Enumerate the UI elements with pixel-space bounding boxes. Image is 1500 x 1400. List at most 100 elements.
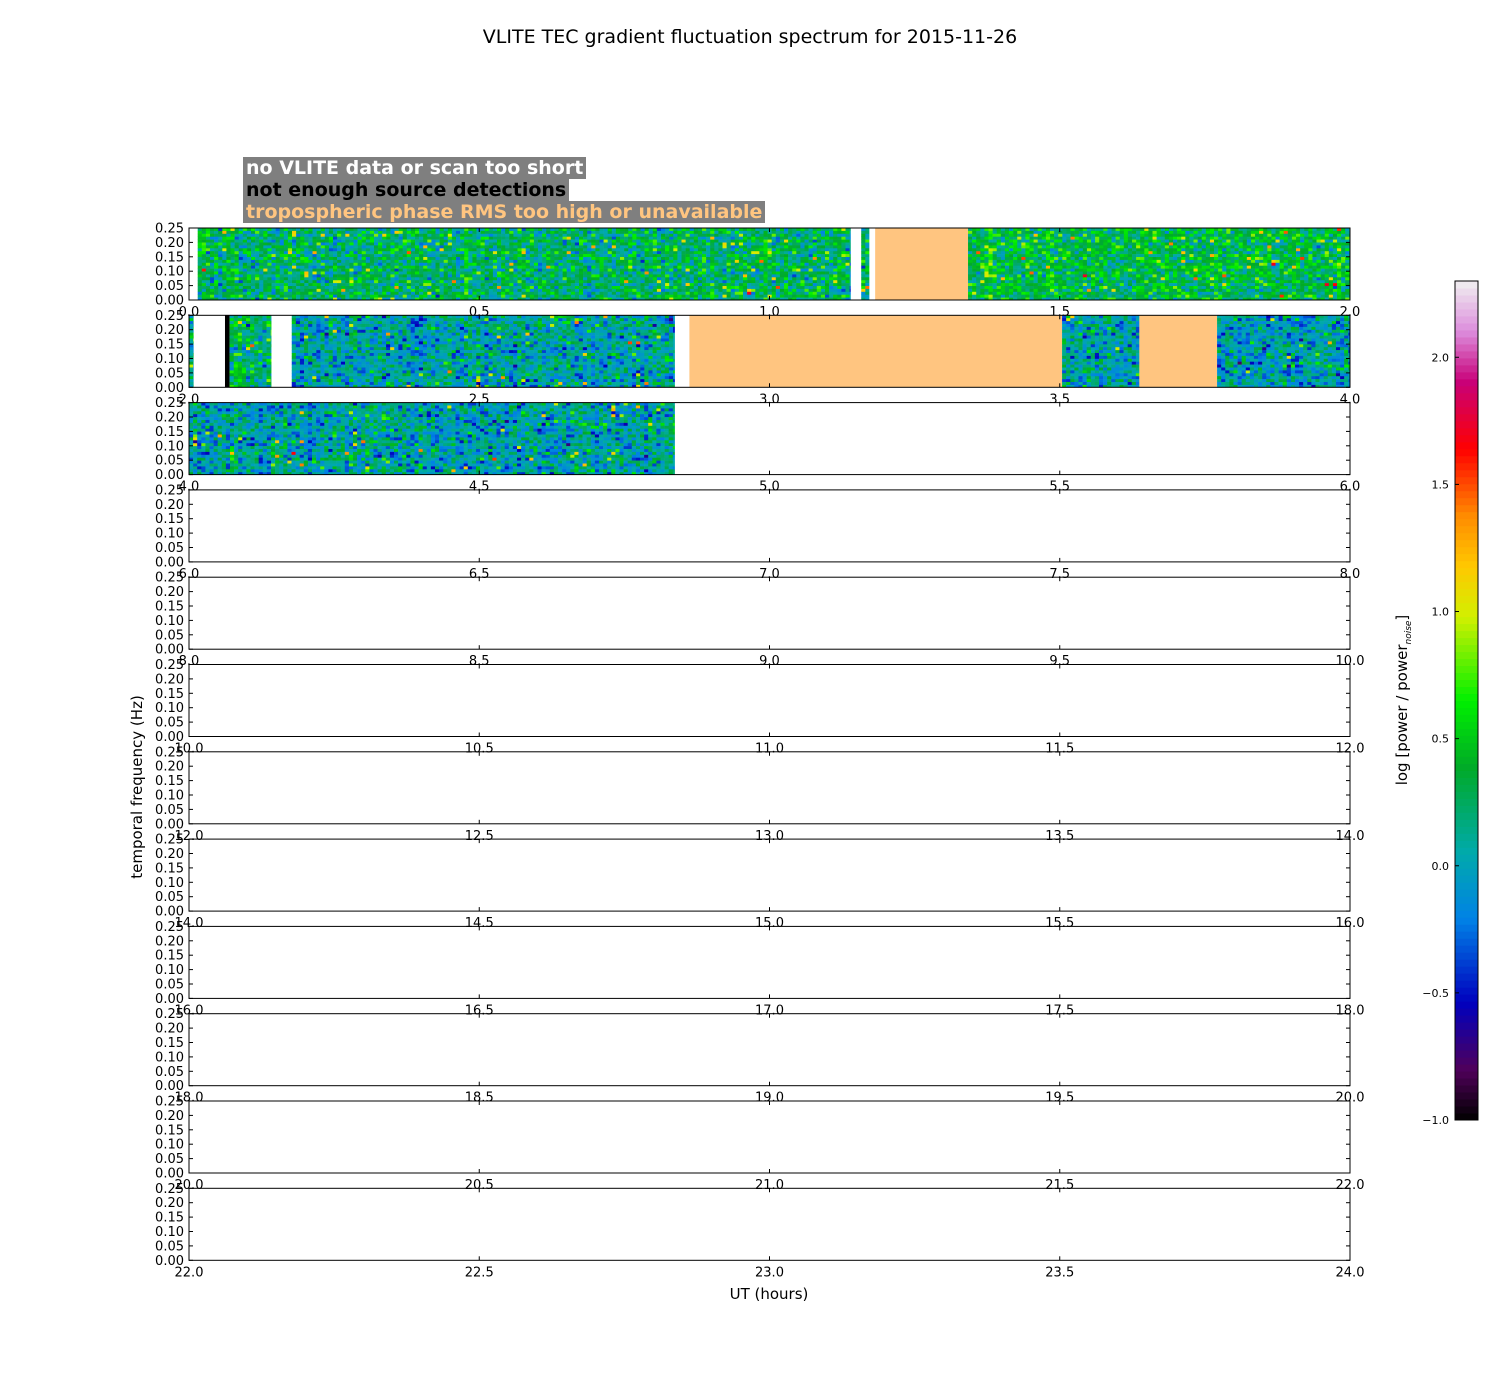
spectrum-cell [984,265,989,269]
spectrum-cell [222,265,227,269]
spectrum-cell [722,291,727,295]
spectrum-cell [710,228,715,232]
spectrum-cell [312,294,317,298]
spectrum-cell [788,228,793,232]
spectrum-cell [1062,274,1067,278]
spectrum-cell [615,228,621,232]
spectrum-cell [644,236,650,240]
spectrum-cell [1095,230,1100,235]
spectrum-cell [1058,242,1063,246]
spectrum-cell [743,259,748,264]
spectrum-cell [861,291,866,295]
spectrum-cell [792,288,797,293]
spectrum-cell [587,254,592,258]
spectrum-cell [378,230,383,235]
spectrum-cell [632,233,637,237]
spectrum-cell [538,236,543,240]
spectrum-cell [398,251,404,255]
spectrum-cell [1111,274,1116,278]
spectrum-cell [492,230,498,235]
spectrum-cell [681,291,686,295]
spectrum-cell [427,259,432,264]
spectrum-cell [570,268,576,272]
spectrum-cell [525,228,531,232]
spectrum-cell [656,259,662,264]
spectrum-cell [775,294,781,298]
spectrum-cell [1115,265,1121,269]
spectrum-cell [472,245,477,249]
spectrum-cell [328,233,334,237]
spectrum-cell [1004,254,1010,258]
spectrum-cell [685,262,691,266]
spectrum-cell [300,242,305,246]
spectrum-cell [382,236,387,240]
spectrum-cell [804,245,809,249]
spectrum-cell [734,291,740,295]
spectrum-cell [550,262,555,266]
spectrum-cell [587,297,592,301]
spectrum-cell [1091,265,1096,269]
spectrum-cell [242,254,248,258]
spectrum-cell [628,294,633,298]
spectrum-cell [398,271,404,275]
spectrum-cell [234,280,240,284]
spectrum-cell [283,294,289,298]
spectrum-cell [279,239,285,243]
spectrum-cell [988,248,993,252]
spectrum-cell [443,254,449,258]
spectrum-cell [255,294,260,298]
spectrum-cell [1086,268,1092,272]
spectrum-cell [513,257,518,261]
spectrum-cell [730,251,736,255]
spectrum-cell [234,265,240,269]
spectrum-cell [259,259,264,264]
spectrum-cell [816,259,822,264]
spectrum-cell [533,297,539,301]
spectrum-cell [431,239,436,243]
spectrum-cell [1078,257,1084,261]
spectrum-cell [263,271,268,275]
spectrum-cell [865,291,870,295]
spectrum-cell [538,242,543,246]
spectrum-cell [615,242,621,246]
spectrum-cell [492,297,498,301]
spectrum-cell [718,254,723,258]
spectrum-cell [423,268,428,272]
spectrum-cell [984,283,989,287]
spectrum-cell [447,297,453,301]
spectrum-cell [201,239,207,243]
spectrum-cell [841,251,846,255]
spectrum-cell [349,259,354,264]
spectrum-cell [1009,257,1014,261]
spectrum-cell [292,230,297,235]
spectrum-cell [382,233,387,237]
spectrum-cell [205,228,211,232]
spectrum-cell [591,274,596,278]
spectrum-cell [837,294,842,298]
spectrum-cell [439,286,445,290]
spectrum-cell [1074,239,1080,243]
spectrum-cell [361,230,367,235]
spectrum-cell [312,242,317,246]
spectrum-cell [1082,294,1088,298]
spectrum-cell [443,233,449,237]
spectrum-cell [607,230,613,235]
spectrum-cell [365,242,371,246]
spectrum-cell [808,254,814,258]
spectrum-cell [833,262,838,266]
spectrum-cell [460,233,465,237]
spectrum-cell [390,274,395,278]
spectrum-cell [443,283,449,287]
spectrum-cell [1033,294,1039,298]
spectrum-cell [759,265,764,269]
spectrum-cell [1086,274,1092,278]
spectrum-cell [468,294,473,298]
spectrum-cell [968,251,973,255]
spectrum-cell [468,280,473,284]
spectrum-cell [365,228,371,232]
spectrum-cell [246,228,252,232]
spectrum-cell [296,251,301,255]
spectrum-cell [714,233,719,237]
spectrum-cell [669,288,674,293]
spectrum-cell [271,268,276,272]
